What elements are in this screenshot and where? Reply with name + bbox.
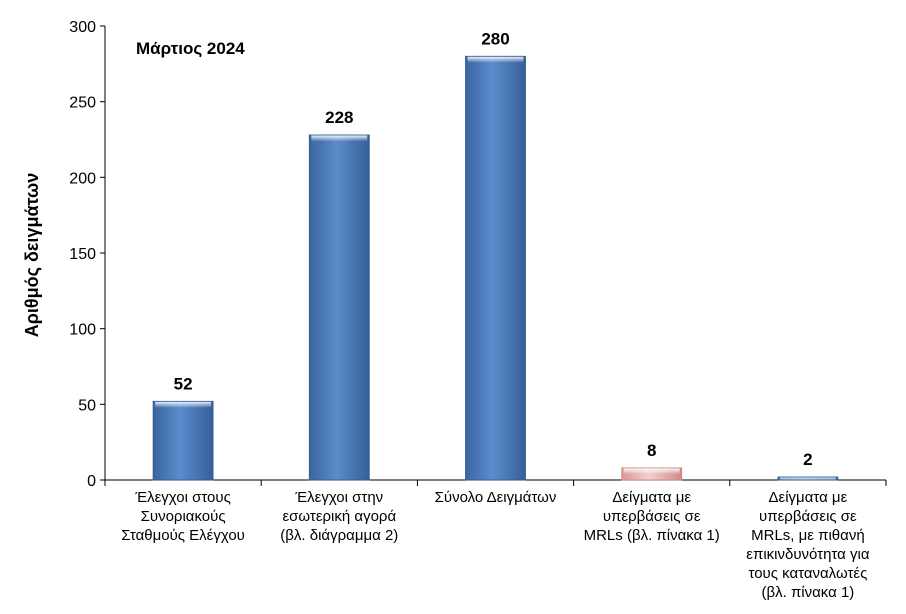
data-labels: 52 228 280 8 2 (174, 29, 813, 469)
bar-highlight (467, 56, 524, 63)
data-label: 2 (803, 450, 812, 469)
y-tick-label: 200 (69, 170, 96, 187)
category-label-line: Δείγματα με (612, 489, 691, 506)
y-tick-label: 0 (87, 473, 96, 490)
y-axis-label: Αριθμός δειγμάτων (22, 173, 42, 338)
category-label-line: Σταθμούς Ελέγχου (121, 527, 245, 544)
category-label-line: υπερβάσεις σε (759, 508, 857, 525)
category-label-line: Σύνολο Δειγμάτων (435, 489, 557, 506)
data-label: 52 (174, 374, 193, 393)
y-ticks: 0 50 100 150 200 250 300 (69, 19, 105, 490)
category-label-line: MRLs, με πιθανή (751, 527, 865, 544)
data-label: 280 (481, 29, 509, 48)
data-label: 228 (325, 108, 353, 127)
category-label-line: (βλ. διάγραμμα 2) (280, 527, 398, 544)
category-label: Σύνολο Δειγμάτων (435, 489, 557, 506)
category-label: Έλεγχοι στην εσωτερική αγορά (βλ. διάγραμμ… (280, 489, 398, 544)
x-category-labels: Έλεγχοι στους Συνοριακούς Σταθμούς Ελέγχου… (121, 489, 870, 601)
category-label-line: Συνοριακούς (141, 508, 226, 525)
category-label-line: Έλεγχοι στην (294, 489, 383, 506)
bar-5 (777, 476, 839, 481)
category-label: Δείγματα με υπερβάσεις σε MRLs (βλ. πίνακα… (584, 489, 720, 544)
y-tick-label: 250 (69, 95, 96, 112)
y-tick-label: 150 (69, 246, 96, 263)
category-label-line: υπερβάσεις σε (603, 508, 701, 525)
bar-body (152, 400, 214, 481)
bar-body (308, 134, 370, 481)
chart-title: Μάρτιος 2024 (136, 39, 245, 58)
bar-body (465, 55, 526, 481)
bar-2 (308, 134, 370, 481)
bar-highlight (779, 477, 836, 481)
y-tick-label: 50 (78, 397, 96, 414)
x-category-ticks (104, 480, 887, 486)
category-label-line: Δείγματα με (769, 489, 848, 506)
bar-1 (152, 400, 214, 481)
data-label: 8 (647, 441, 656, 460)
category-label-line: επικινδυνότητα για (746, 546, 870, 563)
category-label: Δείγματα με υπερβάσεις σε MRLs, με πιθανή ε… (746, 489, 870, 601)
bars (152, 55, 839, 481)
bar-4 (621, 467, 683, 481)
bar-highlight (311, 135, 368, 142)
y-tick-label: 100 (69, 322, 96, 339)
y-tick-label: 300 (69, 19, 96, 36)
category-label-line: τους καταναλωτές (748, 565, 867, 582)
category-label: Έλεγχοι στους Συνοριακούς Σταθμούς Ελέγχου (121, 489, 245, 544)
category-label-line: εσωτερική αγορά (282, 508, 396, 525)
category-label-line: MRLs (βλ. πίνακα 1) (584, 527, 720, 544)
bar-highlight (623, 468, 680, 475)
category-label-line: Έλεγχοι στους (134, 489, 231, 506)
bar-3 (465, 55, 526, 481)
bar-highlight (155, 401, 212, 408)
category-label-line: (βλ. πίνακα 1) (761, 584, 854, 601)
